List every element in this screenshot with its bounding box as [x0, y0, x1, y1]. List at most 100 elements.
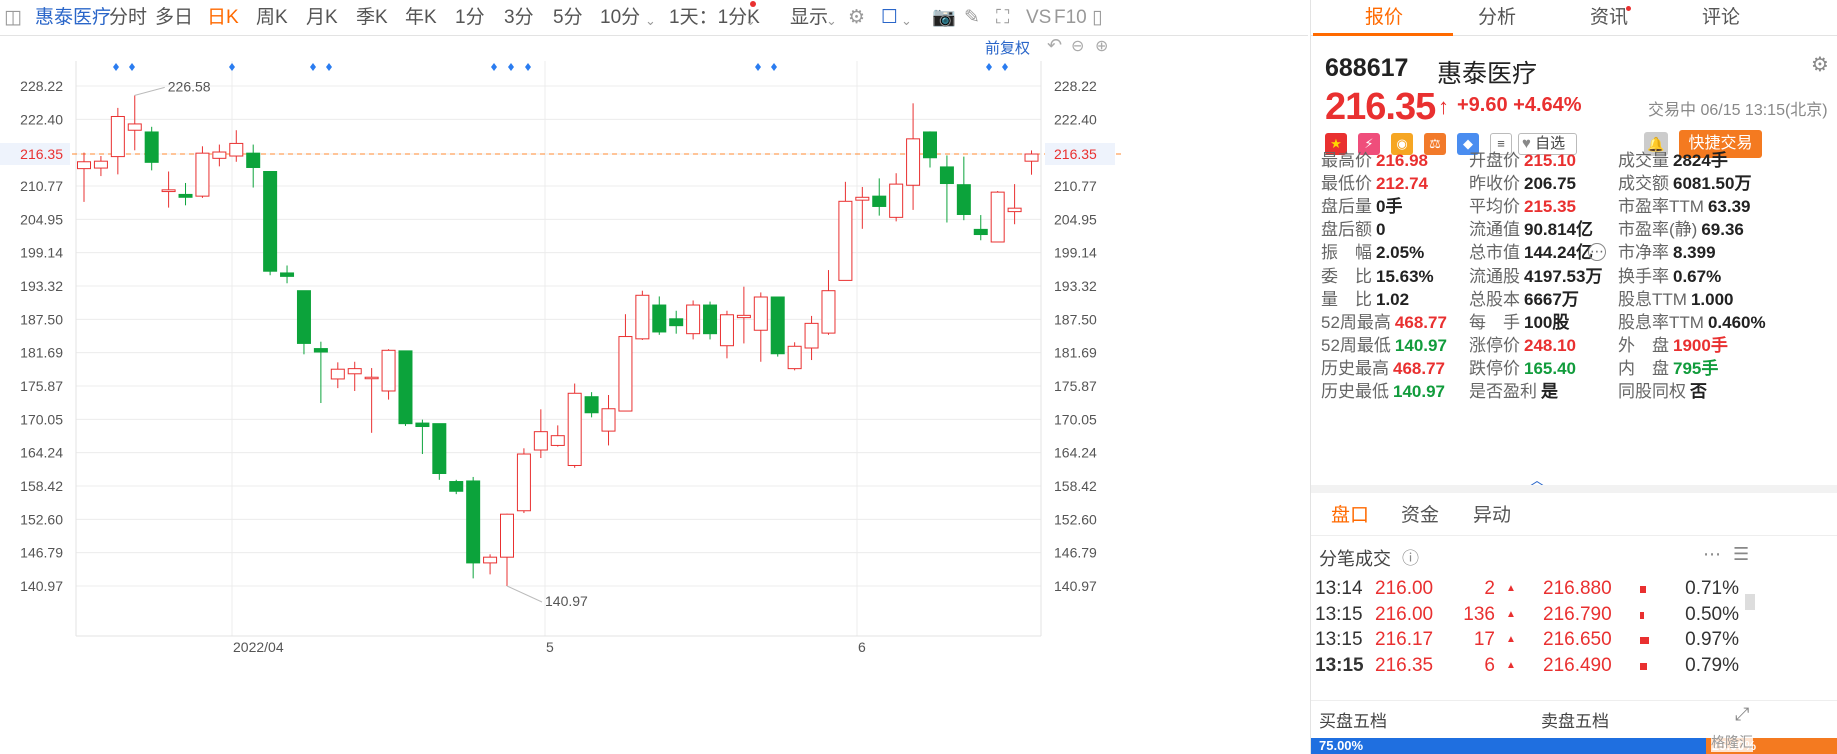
price-tick-left: 164.24	[20, 445, 63, 461]
field-value: 1.000	[1690, 289, 1734, 309]
display-menu[interactable]: 显示	[790, 7, 829, 28]
candle-body	[736, 314, 751, 319]
quote-field: 委 比 15.63%	[1321, 266, 1434, 288]
fq-label[interactable]: 前复权	[985, 40, 1031, 57]
tab-comments[interactable]: 评论	[1702, 7, 1741, 28]
field-label: 内 盘	[1618, 358, 1669, 378]
tick-pct: 0.50%	[1685, 603, 1739, 625]
stock-name-tab[interactable]: 惠泰医疗	[35, 7, 112, 28]
tab-5min[interactable]: 5分	[553, 7, 583, 28]
scale-icon[interactable]: ⚖	[1424, 133, 1446, 155]
gear-icon[interactable]: ⚙	[1811, 54, 1829, 76]
camera-icon[interactable]: 📷	[932, 7, 956, 28]
vs-button[interactable]: VS	[1026, 7, 1052, 28]
chevron-down-icon[interactable]: ⌄	[826, 13, 837, 28]
reset-zoom-icon[interactable]: ↶	[1047, 35, 1063, 55]
candle-body	[753, 296, 768, 331]
tab-weekly-k[interactable]: 周K	[256, 7, 288, 28]
tick-volume: 6	[1484, 654, 1495, 676]
period-select[interactable]: 1天：1分K	[669, 7, 760, 28]
candle-body	[838, 200, 853, 281]
sidebar-toggle-icon[interactable]: ◫	[4, 7, 22, 28]
tab-quote[interactable]: 报价	[1365, 7, 1404, 28]
field-value: 6081.50万	[1673, 174, 1752, 194]
info-icon[interactable]: ⓘ	[1402, 549, 1419, 568]
stock-name: 惠泰医疗	[1437, 60, 1538, 88]
tab-quarterly-k[interactable]: 季K	[356, 7, 388, 28]
field-label: 同股同权	[1618, 382, 1686, 401]
candle-body	[263, 171, 278, 272]
checkbox-icon[interactable]: ☐	[881, 7, 899, 28]
chevron-down-icon[interactable]: ⌄	[645, 13, 656, 28]
more-icon[interactable]: ⋯	[1703, 544, 1721, 564]
quick-trade-button[interactable]: 快捷交易	[1679, 130, 1762, 158]
tab-monthly-k[interactable]: 月K	[306, 7, 338, 28]
candle-body	[906, 138, 921, 186]
subtab-capital[interactable]: 资金	[1401, 505, 1440, 526]
candlestick-chart[interactable]: 228.22 228.22 222.40 222.40 216.35 216.35 210.…	[0, 36, 1308, 754]
expand-icon[interactable]: ⤢	[1735, 704, 1750, 724]
tab-3min[interactable]: 3分	[504, 7, 534, 28]
zoom-out-icon[interactable]: ⊖	[1071, 38, 1085, 55]
bell-icon[interactable]: 🔔	[1644, 132, 1668, 156]
quote-field: 成交量 2824手	[1618, 150, 1728, 172]
field-value: 468.77	[1393, 358, 1445, 378]
field-value: 215.10	[1524, 151, 1576, 170]
quote-field: 振 幅 2.05%	[1321, 242, 1424, 264]
tick-price: 216.17	[1375, 629, 1434, 650]
price-tick-right: 175.87	[1054, 378, 1097, 394]
tick-volume: 2	[1484, 578, 1495, 599]
watchlist-button[interactable]: ♥ 自选	[1518, 133, 1577, 155]
tab-1min[interactable]: 1分	[455, 7, 485, 28]
annotation-line	[134, 86, 165, 96]
event-marker-icon	[310, 63, 316, 71]
tab-daily-k[interactable]: 日K	[207, 7, 239, 28]
tab-10min[interactable]: 10分	[600, 7, 641, 28]
tag-icon[interactable]: ◆	[1457, 133, 1479, 155]
quote-field: 市净率 8.399	[1618, 242, 1716, 264]
collapse-arrow-icon[interactable]: ︿	[1530, 472, 1544, 488]
china-flag-icon[interactable]: ★	[1325, 133, 1347, 155]
zoom-in-icon[interactable]: ⊕	[1095, 38, 1109, 55]
chevron-down-icon[interactable]: ⌄	[901, 13, 912, 28]
coins-icon[interactable]: ◉	[1391, 133, 1413, 155]
candle-body	[956, 184, 971, 215]
tab-yearly-k[interactable]: 年K	[405, 7, 437, 28]
field-value: 165.40	[1524, 358, 1576, 378]
runner-icon[interactable]: ⚡	[1358, 133, 1380, 155]
event-marker-icon	[986, 63, 992, 71]
high-annotation: 226.58	[168, 78, 211, 94]
subtab-anomaly[interactable]: 异动	[1473, 505, 1512, 526]
candle-body	[466, 480, 481, 564]
tab-multiday[interactable]: 多日	[155, 7, 194, 28]
chevron-down-icon[interactable]: ⌄	[745, 13, 756, 28]
tick-price: 216.00	[1375, 603, 1434, 625]
panel-toggle-icon[interactable]: ▯	[1092, 7, 1103, 28]
fullscreen-icon[interactable]: ⛶	[996, 7, 1010, 28]
ref-label-bg	[0, 143, 70, 166]
price-tick-right: 193.32	[1054, 278, 1097, 294]
quote-field: 每 手 100股	[1469, 312, 1569, 334]
scrollbar[interactable]	[1745, 594, 1755, 610]
f10-button[interactable]: F10	[1054, 7, 1087, 28]
subtab-orderbook[interactable]: 盘口	[1331, 505, 1370, 526]
up-triangle-icon: ▲	[1506, 634, 1516, 645]
active-tab-underline	[1313, 33, 1453, 36]
list-icon[interactable]: ☰	[1733, 544, 1750, 564]
price-tick-left: 181.69	[20, 345, 63, 361]
pencil-icon[interactable]: ✎	[964, 7, 980, 28]
tab-analysis[interactable]: 分析	[1478, 7, 1517, 28]
tick-time: 13:15	[1315, 603, 1363, 625]
field-value: 206.75	[1524, 174, 1576, 194]
more-info-icon[interactable]: ⋯	[1588, 243, 1606, 261]
candle-body	[923, 131, 937, 159]
candle-body	[178, 193, 193, 198]
notes-icon[interactable]: ≡	[1490, 133, 1512, 155]
tab-intraday[interactable]: 分时	[109, 7, 148, 28]
divider	[1311, 700, 1837, 701]
price-tick-right: 204.95	[1054, 211, 1097, 227]
settings-icon[interactable]: ⚙	[848, 7, 866, 28]
tab-news[interactable]: 资讯	[1590, 7, 1629, 28]
change-pct: +4.64%	[1513, 94, 1582, 116]
candle-body	[127, 123, 142, 131]
